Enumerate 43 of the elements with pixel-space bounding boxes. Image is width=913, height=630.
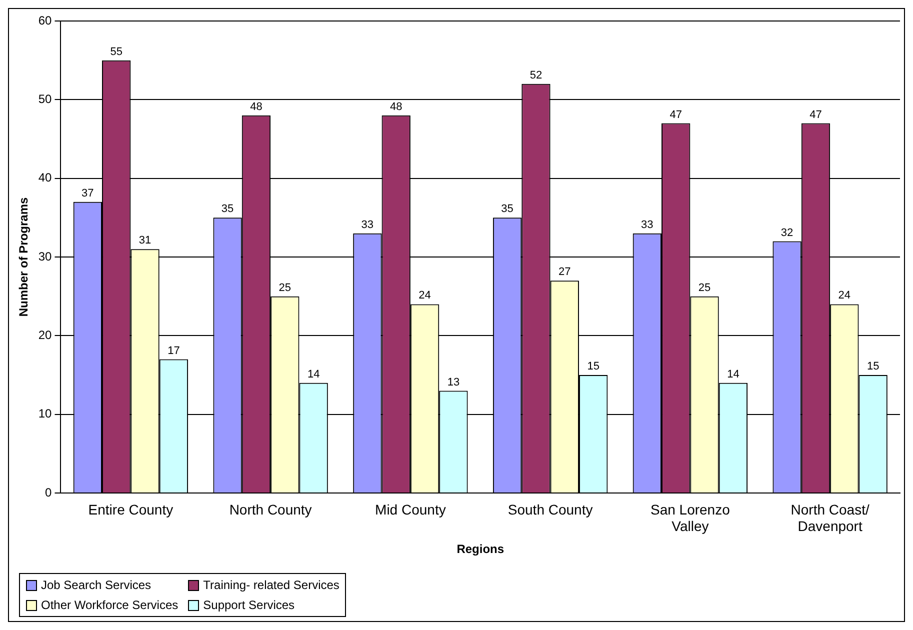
y-tick-label: 0 — [45, 485, 52, 500]
legend-label: Other Workforce Services — [41, 598, 178, 612]
x-tick-label: Entire County — [88, 501, 174, 518]
data-label: 37 — [82, 187, 94, 200]
data-label: 48 — [250, 100, 262, 113]
data-label: 52 — [530, 69, 542, 82]
data-label: 35 — [221, 203, 234, 216]
data-label: 13 — [447, 376, 460, 388]
x-tick-label: San Lorenzo Valley — [650, 501, 730, 534]
data-label: 25 — [698, 282, 711, 294]
x-axis-title: Regions — [456, 542, 504, 556]
data-label: 55 — [110, 46, 122, 58]
y-tick-label: 30 — [38, 249, 52, 264]
y-axis-title: Number of Programs — [16, 197, 31, 317]
data-label: 25 — [278, 282, 292, 294]
data-label: 14 — [307, 368, 320, 380]
data-label: 48 — [390, 100, 402, 113]
x-tick-label: North Coast/ Davenport — [790, 501, 870, 534]
data-label: 24 — [418, 290, 431, 302]
data-label: 31 — [138, 234, 152, 247]
x-tick-label: Mid County — [375, 501, 446, 518]
y-tick-label: 40 — [38, 170, 52, 185]
y-tick-label: 10 — [38, 406, 52, 421]
data-label: 24 — [838, 290, 851, 302]
data-label: 32 — [780, 226, 794, 239]
data-label: 47 — [810, 108, 822, 121]
y-tick-label: 50 — [38, 92, 52, 106]
data-label: 33 — [361, 218, 374, 231]
data-label: 15 — [587, 360, 600, 373]
data-label: 35 — [501, 203, 514, 216]
data-label: 15 — [866, 360, 880, 373]
y-tick-label: 60 — [38, 13, 52, 28]
legend-label: Support Services — [203, 598, 295, 612]
data-label: 33 — [641, 218, 654, 231]
data-label: 14 — [727, 368, 740, 380]
data-label: 17 — [168, 344, 180, 357]
x-tick-label: South County — [508, 501, 593, 518]
x-tick-label: North County — [229, 501, 312, 518]
data-label: 27 — [558, 266, 571, 278]
data-label: 47 — [670, 108, 682, 121]
legend-label: Training- related Services — [203, 578, 340, 592]
y-tick-label: 20 — [38, 328, 52, 342]
legend-label: Job Search Services — [41, 578, 152, 592]
